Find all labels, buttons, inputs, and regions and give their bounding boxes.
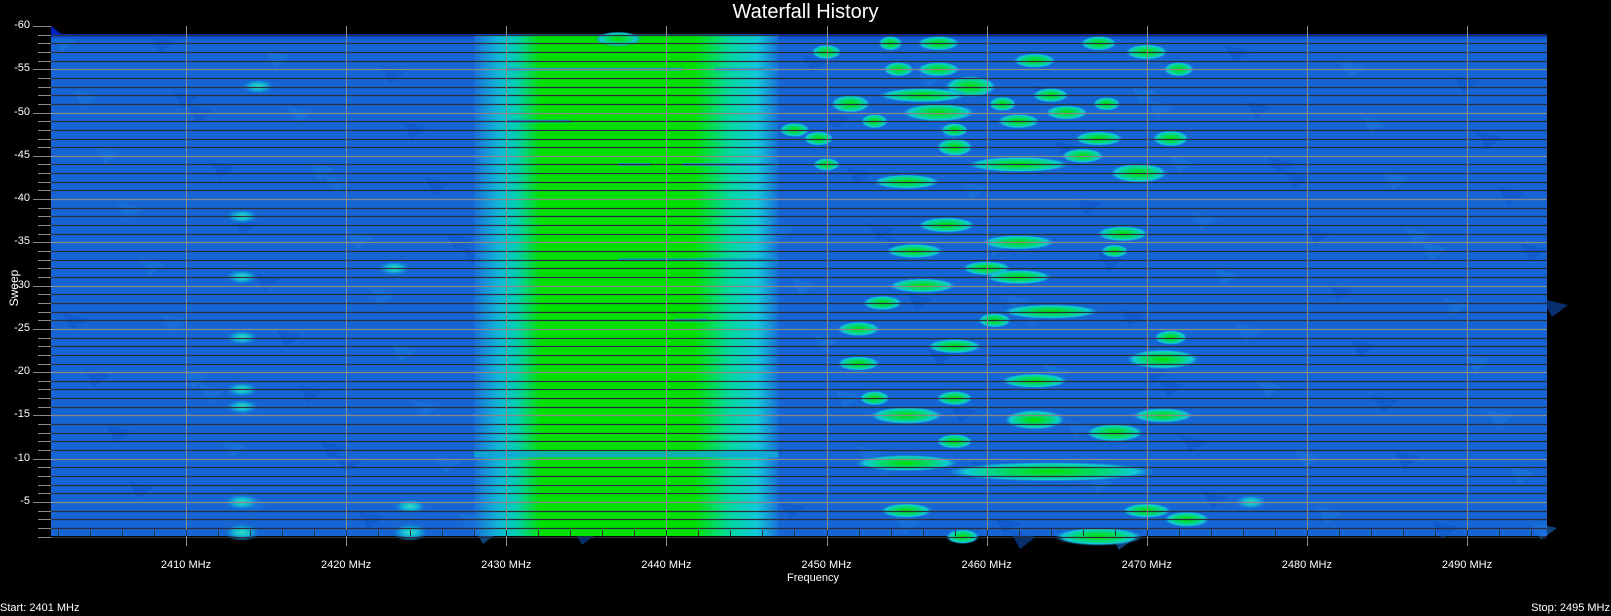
chart-title: Waterfall History: [732, 1, 879, 23]
x-tick-label: 2490 MHz: [1441, 559, 1493, 571]
x-tick-label: 2450 MHz: [801, 559, 852, 571]
x-tick-label: 2470 MHz: [1121, 559, 1172, 571]
y-tick-label: -40: [14, 192, 30, 205]
y-axis-title: Sweep: [7, 269, 21, 307]
x-tick-label: 2420 MHz: [321, 559, 372, 571]
grid-lines: [51, 26, 1547, 546]
x-tick-label: 2410 MHz: [160, 559, 212, 571]
x-axis-title: Frequency: [787, 572, 839, 584]
wifi-band-signal: [474, 34, 779, 537]
y-tick-label: -5: [20, 495, 30, 507]
y-tick-label: -30: [14, 278, 30, 291]
y-tick-label: -25: [14, 321, 30, 334]
x-tick-label: 2440 MHz: [641, 559, 692, 571]
x-tick-label: 2430 MHz: [481, 559, 532, 571]
y-tick-label: -60: [14, 19, 30, 31]
y-tick-label: -55: [14, 62, 30, 75]
stop-frequency-label: Stop: 2495 MHz: [1531, 602, 1610, 614]
y-tick-label: -20: [14, 365, 30, 378]
y-tick-label: -35: [14, 235, 30, 248]
y-tick-label: -50: [14, 105, 30, 118]
y-tick-label: -10: [14, 451, 30, 464]
axis-ticks: [33, 26, 1532, 538]
x-tick-label: 2480 MHz: [1281, 559, 1332, 571]
start-frequency-label: Start: 2401 MHz: [0, 602, 80, 614]
signal-blobs: [223, 31, 1268, 546]
y-tick-label: -45: [14, 148, 30, 161]
x-tick-label: 2460 MHz: [961, 559, 1012, 571]
y-tick-label: -15: [14, 408, 30, 421]
